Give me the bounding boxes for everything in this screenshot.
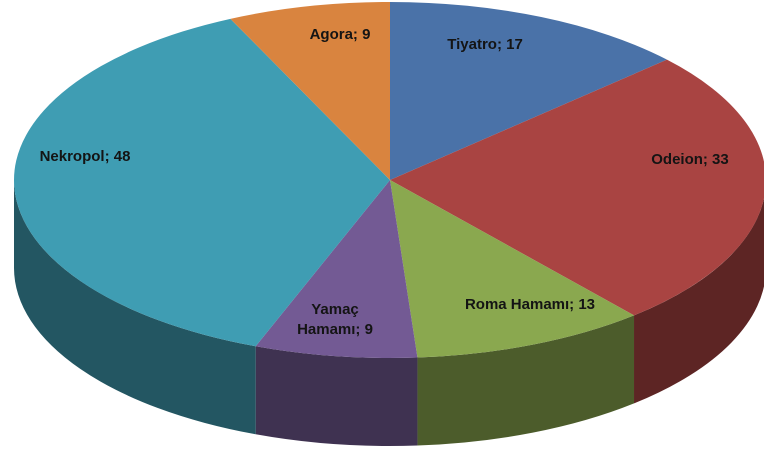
data-label: Yamaç Hamamı; 9: [297, 301, 373, 338]
slice: [230, 2, 390, 180]
data-label: Odeion; 33: [651, 151, 729, 168]
slice-side: [14, 180, 256, 435]
slice-side: [417, 315, 635, 446]
slice: [390, 180, 635, 358]
data-label: Roma Hamamı; 13: [464, 296, 596, 313]
slice: [390, 59, 764, 316]
slice: [390, 2, 667, 180]
slice: [14, 18, 391, 347]
data-label: Nekropol; 48: [39, 148, 131, 165]
slice-side: [255, 346, 418, 446]
data-label: Agora; 9: [309, 26, 371, 43]
slice-side: [634, 197, 764, 404]
slice: [255, 180, 418, 358]
data-label: Tiyatro; 17: [447, 36, 523, 53]
